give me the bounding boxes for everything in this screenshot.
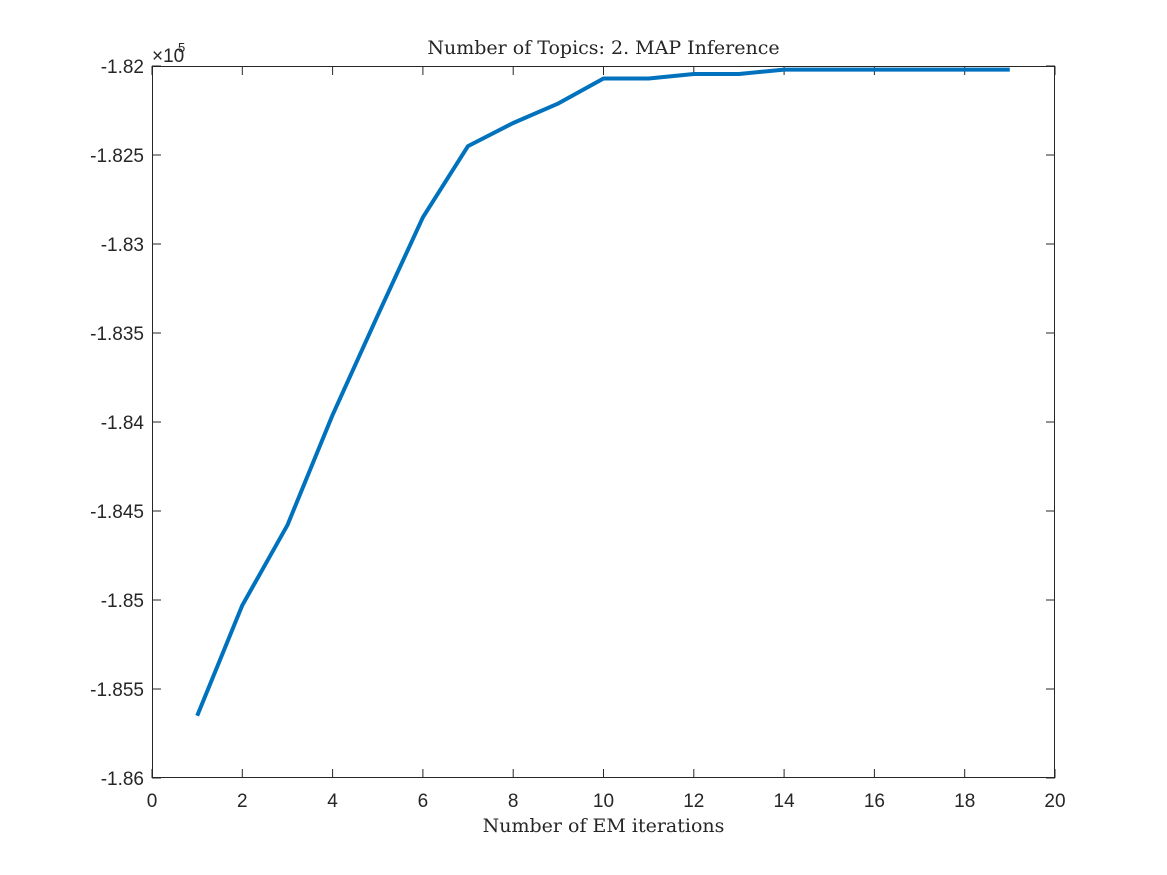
- x-tick-label: 8: [508, 791, 519, 812]
- y-axis-exponent: ×10 5: [152, 40, 185, 67]
- x-tick-label: 6: [418, 791, 429, 812]
- y-tick-label: -1.82: [101, 57, 144, 78]
- y-tick-label: -1.84: [101, 413, 145, 434]
- y-exponent-base: ×10: [152, 46, 184, 67]
- x-tick-label: 0: [147, 791, 158, 812]
- series-line-0: [195, 67, 1010, 717]
- y-tick-label: -1.835: [90, 324, 144, 345]
- x-tick-label: 14: [774, 791, 796, 812]
- y-tick-label: -1.83: [101, 235, 144, 256]
- series-layer: [195, 67, 1010, 717]
- x-tick-label: 20: [1044, 791, 1065, 812]
- x-tick-label: 4: [327, 791, 338, 812]
- y-tick-label: -1.85: [101, 591, 144, 612]
- y-tick-label: -1.825: [90, 146, 144, 167]
- x-tick-label: 16: [864, 791, 885, 812]
- y-tick-label: -1.86: [101, 769, 144, 790]
- y-tick-label: -1.845: [90, 502, 144, 523]
- x-tick-label: 12: [683, 791, 704, 812]
- plot-area: [152, 66, 1055, 778]
- x-tick-label: 10: [593, 791, 614, 812]
- y-exponent-power: 5: [178, 40, 185, 55]
- y-tick-label: -1.855: [90, 680, 144, 701]
- x-tick-label: 2: [237, 791, 248, 812]
- labels-layer: 0 2 4 6 8 10 12 14 16 18 20 -1.86 -1.855 -1.85 -1.845 -…: [90, 57, 1065, 812]
- x-tick-label: 18: [954, 791, 975, 812]
- plot-frame: [152, 66, 1055, 778]
- x-axis-label: Number of EM iterations: [483, 815, 725, 837]
- chart-title: Number of Topics: 2. MAP Inference: [427, 37, 779, 59]
